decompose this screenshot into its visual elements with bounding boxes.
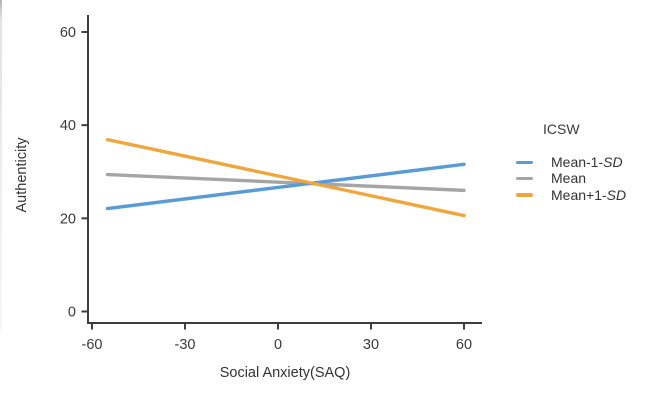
- series-layer: [105, 137, 466, 218]
- legend-item: Mean+1-SD: [516, 187, 626, 203]
- x-axis-title: Social Anxiety(SAQ): [220, 365, 351, 381]
- x-tick-label: 30: [363, 337, 379, 353]
- x-tick-label: 60: [456, 337, 472, 353]
- legend-rows: Mean-1-SD Mean Mean+1-SD: [516, 154, 626, 203]
- legend-title: ICSW: [543, 121, 580, 137]
- legend-item-label: Mean+1-SD: [551, 186, 627, 203]
- legend-key-line: [516, 160, 533, 164]
- series-line-mean-1-sd: [105, 162, 466, 211]
- y-tick-label: 20: [60, 211, 76, 227]
- legend-key-line: [516, 176, 533, 181]
- y-axis-title: Authenticity: [14, 137, 30, 213]
- legend-key-line: [516, 193, 533, 197]
- screenshot-edge-artifact: [0, 0, 2, 330]
- x-tick-label: -60: [82, 337, 103, 353]
- legend-item: Mean-1-SD: [516, 154, 626, 170]
- legend-item: Mean: [516, 170, 626, 186]
- legend-item-label: Mean-1-SD: [551, 154, 623, 170]
- y-tick-label: 40: [60, 118, 76, 134]
- series-line-mean: [105, 172, 466, 193]
- ticks-layer: 0 20 40 60 -60 -30 0 30 60: [60, 25, 472, 353]
- legend-item-label: Mean: [551, 170, 587, 187]
- series-line-mean+1-sd: [105, 137, 466, 218]
- legend: ICSW Mean-1-SD Mean Mean+1-SD: [516, 120, 626, 203]
- x-tick-label: 0: [274, 337, 282, 353]
- y-tick-label: 0: [68, 305, 76, 321]
- x-tick-label: -30: [175, 337, 196, 353]
- y-tick-label: 60: [60, 25, 76, 41]
